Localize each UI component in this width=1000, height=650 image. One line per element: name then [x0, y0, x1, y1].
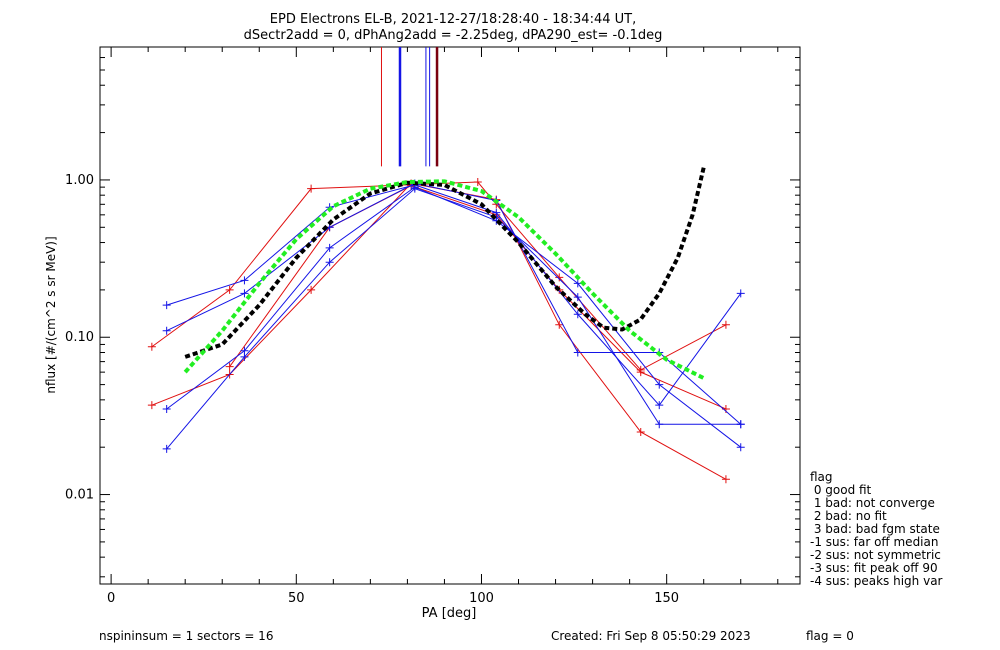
data-point-marker — [573, 293, 582, 302]
data-point-marker — [721, 320, 730, 329]
footer-flag: flag = 0 — [806, 629, 854, 643]
data-point-marker — [573, 279, 582, 288]
data-point-marker — [655, 420, 664, 429]
flag-legend: flag 0 good fit 1 bad: not converge 2 ba… — [810, 470, 943, 588]
fit-curve-green — [183, 179, 705, 380]
series-line — [166, 184, 742, 406]
series-line — [151, 182, 727, 480]
flag-legend-item: -3 sus: fit peak off 90 — [810, 561, 938, 575]
flag-legend-item: -1 sus: far off median — [810, 535, 938, 549]
y-axis: 0.01 0.10 1.00 — [65, 46, 800, 578]
y-axis-label: nflux [#/(cm^2 s sr MeV)] — [44, 236, 58, 393]
data-point-marker — [240, 352, 249, 361]
y-tick-label: 0.10 — [65, 330, 94, 345]
data-point-marker — [325, 258, 334, 267]
data-point-marker — [736, 443, 745, 452]
flag-legend-title: flag — [810, 470, 833, 484]
flag-legend-item: 3 bad: bad fgm state — [810, 522, 940, 536]
footer-sector-info: nspininsum = 1 sectors = 16 — [99, 629, 273, 643]
flag-legend-item: 1 bad: not converge — [810, 496, 935, 510]
data-point-marker — [473, 178, 482, 187]
y-tick-label: 1.00 — [65, 173, 94, 188]
x-tick-label: 0 — [107, 591, 115, 606]
series-line — [166, 188, 741, 450]
vertical-markers — [380, 47, 439, 167]
x-axis-label: PA [deg] — [422, 606, 477, 621]
data-point-marker — [573, 310, 582, 319]
data-point-marker — [162, 326, 171, 335]
data-point-marker — [225, 285, 234, 294]
data-point-marker — [162, 404, 171, 413]
data-point-marker — [636, 427, 645, 436]
data-point-marker — [736, 420, 745, 429]
footer-created-timestamp: Created: Fri Sep 8 05:50:29 2023 — [551, 629, 751, 643]
flag-legend-item: -4 sus: peaks high var — [810, 574, 943, 588]
x-axis: 0 50 100 150 — [107, 47, 779, 606]
flag-legend-item: 0 good fit — [810, 483, 872, 497]
data-point-marker — [325, 243, 334, 252]
data-point-marker — [240, 276, 249, 285]
chart-title-line2: dSectr2add = 0, dPhAng2add = -2.25deg, d… — [244, 28, 663, 43]
data-point-marker — [147, 342, 156, 351]
data-point-marker — [573, 348, 582, 357]
fit-curve-black — [184, 167, 706, 359]
chart-title-line1: EPD Electrons EL-B, 2021-12-27/18:28:40 … — [270, 12, 636, 27]
y-tick-label: 0.01 — [65, 488, 94, 503]
series-line — [166, 182, 742, 425]
data-point-marker — [555, 320, 564, 329]
data-point-marker — [225, 362, 234, 371]
data-point-marker — [721, 475, 730, 484]
data-point-marker — [655, 401, 664, 410]
data-point-marker — [162, 301, 171, 310]
series-line — [166, 186, 742, 448]
data-point-marker — [636, 368, 645, 377]
flag-legend-item: -2 sus: not symmetric — [810, 548, 941, 562]
data-point-marker — [307, 184, 316, 193]
x-tick-label: 150 — [654, 591, 679, 606]
data-point-marker — [555, 273, 564, 282]
data-point-marker — [736, 289, 745, 298]
data-point-marker — [162, 444, 171, 453]
series-line — [151, 181, 727, 371]
flag-legend-item: 2 bad: no fit — [810, 509, 887, 523]
data-point-marker — [147, 401, 156, 410]
x-tick-label: 50 — [288, 591, 305, 606]
data-point-marker — [410, 184, 419, 193]
data-point-marker — [307, 285, 316, 294]
fit-curves — [183, 167, 706, 380]
data-point-marker — [240, 289, 249, 298]
x-tick-label: 100 — [469, 591, 494, 606]
plot-frame — [99, 46, 801, 585]
data-point-marker — [655, 380, 664, 389]
